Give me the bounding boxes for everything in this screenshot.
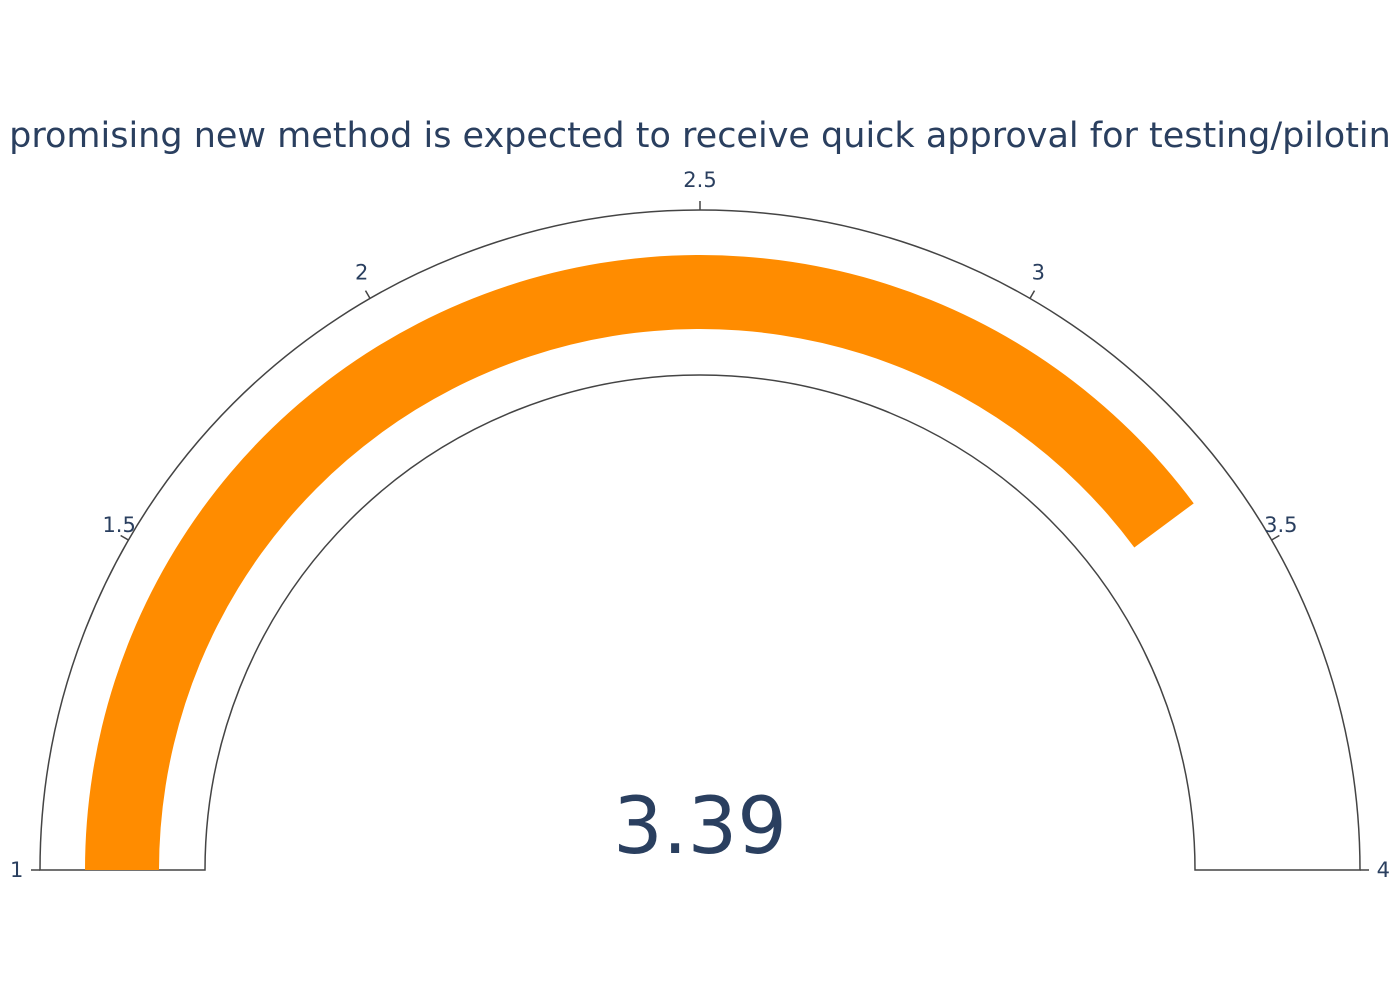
gauge-tick-label: 3.5 bbox=[1264, 513, 1297, 537]
gauge-tick-label: 1.5 bbox=[102, 513, 135, 537]
chart-title: promising new method is expected to rece… bbox=[9, 116, 1391, 156]
gauge-axis: 1 1.5 2 2.5 3 3.5 4 bbox=[10, 168, 1390, 882]
gauge-tick-mark bbox=[1029, 290, 1036, 299]
gauge-tick-label: 2 bbox=[355, 260, 368, 284]
gauge-tick-mark bbox=[120, 534, 129, 541]
gauge-tick-label: 2.5 bbox=[683, 168, 716, 192]
gauge-tick-label: 1 bbox=[10, 858, 23, 882]
gauge-value-number: 3.39 bbox=[613, 782, 787, 872]
gauge-outline bbox=[39, 209, 1361, 871]
gauge-value-bar bbox=[85, 255, 1194, 871]
gauge-tick-mark bbox=[1271, 534, 1280, 541]
gauge-tick-mark bbox=[364, 290, 371, 299]
gauge-tick-label: 4 bbox=[1377, 858, 1390, 882]
gauge-tick-label: 3 bbox=[1032, 260, 1045, 284]
